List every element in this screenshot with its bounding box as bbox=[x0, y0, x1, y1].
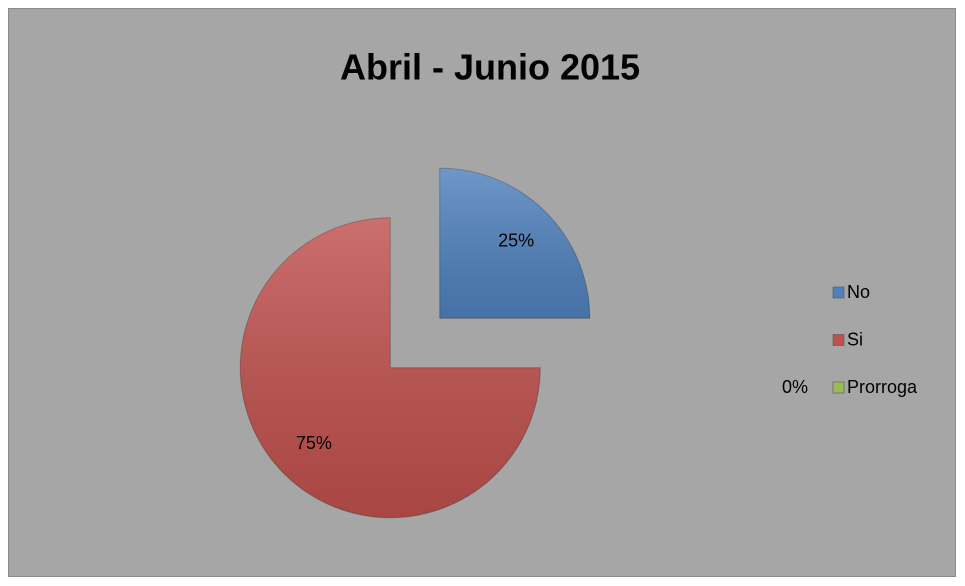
slice-shade bbox=[439, 168, 590, 319]
chart-title: Abril - Junio 2015 bbox=[340, 47, 640, 88]
legend-swatch bbox=[832, 286, 845, 299]
legend-swatch bbox=[832, 334, 845, 346]
legend-label: Si bbox=[847, 329, 863, 349]
data-label: 0% bbox=[782, 377, 808, 397]
data-label: 25% bbox=[498, 231, 534, 251]
legend-label: Prorroga bbox=[847, 377, 918, 397]
slice-shade bbox=[240, 217, 541, 518]
legend-label: No bbox=[847, 282, 870, 302]
legend-swatch bbox=[832, 381, 845, 394]
data-label: 75% bbox=[296, 433, 332, 453]
